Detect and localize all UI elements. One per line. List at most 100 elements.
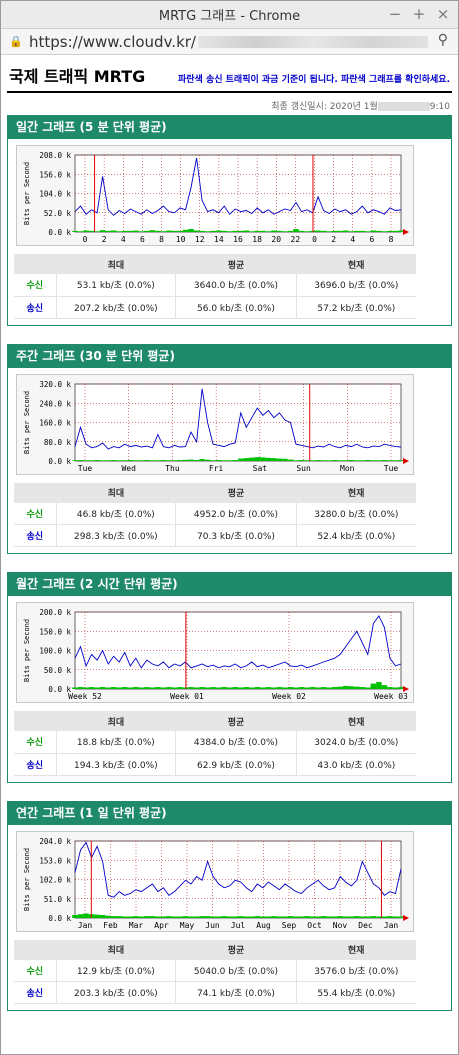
page-header: 국제 트래픽 MRTG 파란색 송신 트래픽이 과금 기준이 됩니다. 파란색 …	[7, 55, 452, 93]
x-tick-label: 0	[312, 235, 317, 244]
in-series-bar	[309, 459, 316, 461]
stats-table: 최대 평균 현재 수신 53.1 kb/초 (0.0%) 3640.0 b/초 (0.0%…	[14, 254, 416, 319]
in-series-bar	[72, 230, 78, 232]
in-series-bar	[88, 687, 95, 689]
in-series-bar	[215, 687, 222, 689]
in-cur: 3280.0 b/초 (0.0%)	[295, 502, 416, 525]
axis-arrow-icon	[403, 229, 409, 235]
in-series-bar	[133, 230, 139, 232]
in-series-bar	[138, 231, 145, 232]
y-tick-label: 102.0 k	[39, 875, 71, 884]
window-title: MRTG 그래프 - Chrome	[158, 9, 301, 24]
x-tick-label: Sep	[282, 921, 297, 930]
url-text[interactable]: https://www.cloudv.kr/	[29, 33, 428, 51]
minimize-button[interactable]: −	[388, 5, 402, 23]
in-series-bar	[210, 915, 216, 918]
in-series-bar	[77, 231, 84, 232]
y-tick-label: 153.0 k	[39, 856, 71, 865]
in-series-bar	[320, 230, 327, 232]
in-series-bar	[133, 459, 139, 461]
in-series-bar	[177, 687, 183, 689]
in-series-bar	[232, 687, 238, 689]
in-series-bar	[160, 687, 167, 689]
row-label-in: 수신	[14, 274, 56, 297]
y-tick-label: 150.0 k	[39, 627, 71, 636]
x-tick-label: Jun	[205, 921, 220, 930]
in-series-bar	[243, 915, 250, 918]
in-series-bar	[171, 459, 178, 461]
in-series-bar	[232, 459, 238, 461]
in-series-bar	[144, 915, 150, 918]
search-icon[interactable]: ⚲	[437, 32, 448, 48]
in-series-bar	[331, 459, 338, 461]
chart-svg: 0.0 k 80.0 k 160.0 k 240.0 k 320.0 k Bits per…	[23, 380, 409, 473]
chart-svg: 0.0 k 51.0 k 102.0 k 153.0 k 204.0 k Bits per…	[23, 837, 409, 930]
x-tick-label: Wed	[121, 464, 136, 473]
in-series-bar	[309, 915, 316, 918]
y-tick-label: 104.0 k	[39, 190, 71, 199]
in-series-bar	[210, 687, 216, 689]
panel-title: 일간 그래프 (5 분 단위 평균)	[8, 116, 451, 139]
in-series-bar	[226, 915, 233, 918]
in-series-bar	[337, 915, 343, 918]
in-series-bar	[127, 230, 134, 232]
in-series-bar	[381, 459, 388, 461]
in-series-bar	[204, 459, 211, 461]
in-series-bar	[77, 459, 84, 461]
in-series-bar	[199, 458, 205, 461]
in-series-bar	[315, 915, 321, 918]
in-series-bar	[265, 231, 272, 232]
in-series-bar	[199, 687, 205, 689]
in-series-bar	[155, 915, 161, 918]
in-series-bar	[204, 231, 211, 232]
in-series-bar	[298, 230, 305, 232]
in-series-bar	[370, 683, 377, 689]
row-label-in: 수신	[14, 959, 56, 982]
maximize-button[interactable]: +	[412, 5, 426, 23]
in-series-bar	[171, 230, 178, 232]
in-series-bar	[243, 687, 250, 689]
in-series-bar	[155, 687, 161, 689]
in-series-bar	[331, 230, 338, 232]
in-series-bar	[77, 913, 84, 918]
y-tick-label: 208.0 k	[39, 151, 71, 160]
in-series-bar	[376, 915, 382, 918]
address-bar[interactable]: 🔒 https://www.cloudv.kr/ ⚲	[1, 29, 458, 55]
in-series-bar	[348, 915, 355, 918]
col-max: 최대	[56, 711, 176, 731]
close-button[interactable]: ×	[436, 5, 450, 23]
in-series-bar	[293, 915, 299, 918]
in-series-bar	[381, 685, 388, 689]
in-series-bar	[387, 687, 393, 689]
x-tick-label: Fri	[209, 464, 224, 473]
in-series-bar	[149, 230, 156, 232]
x-tick-label: Week 02	[272, 692, 306, 701]
in-series-bar	[331, 687, 338, 689]
last-updated: 최종 갱신일시: 2020년 1월 9:10	[271, 102, 450, 112]
in-series-bar	[392, 687, 399, 689]
x-tick-label: Apr	[154, 921, 169, 930]
x-tick-label: Jan	[78, 921, 93, 930]
in-series-bar	[238, 458, 244, 461]
out-cur: 55.4 kb/초 (0.0%)	[295, 981, 416, 1004]
lock-icon[interactable]: 🔒	[9, 35, 23, 48]
in-series-bar	[149, 915, 156, 918]
traffic-graph: 0.0 k 52.0 k 104.0 k 156.0 k 208.0 k Bits per…	[16, 145, 414, 246]
in-series-bar	[287, 687, 294, 689]
stats-table: 최대 평균 현재 수신 18.8 kb/초 (0.0%) 4384.0 b/초 (0.0%…	[14, 711, 416, 776]
col-avg: 평균	[175, 711, 297, 731]
in-series-bar	[342, 459, 349, 461]
col-cur: 현재	[296, 939, 416, 960]
in-series-bar	[188, 915, 194, 918]
table-row: 수신 46.8 kb/초 (0.0%) 4952.0 b/초 (0.0%) 3280.…	[14, 502, 416, 525]
in-series-bar	[88, 230, 95, 232]
table-row: 수신 53.1 kb/초 (0.0%) 3640.0 b/초 (0.0%) 3696.…	[14, 274, 416, 297]
in-series-bar	[337, 459, 343, 461]
in-series-bar	[359, 687, 366, 689]
in-series-bar	[99, 687, 106, 689]
x-tick-label: Mon	[340, 464, 355, 473]
x-tick-label: Thu	[165, 464, 180, 473]
in-max: 18.8 kb/초 (0.0%)	[55, 731, 176, 754]
in-series-bar	[144, 459, 150, 461]
row-label-in: 수신	[14, 731, 56, 754]
